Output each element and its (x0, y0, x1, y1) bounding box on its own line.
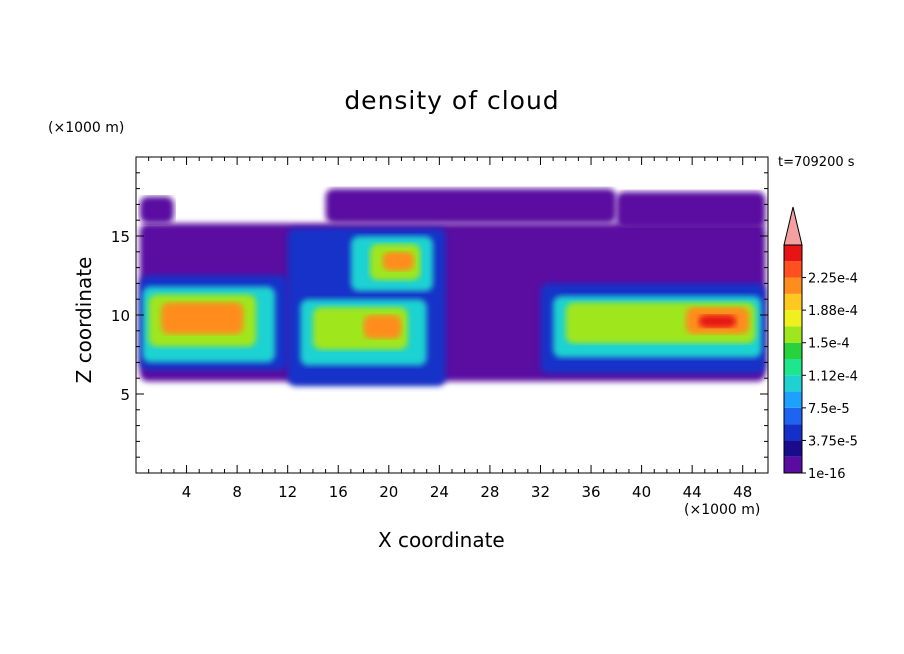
colorbar-segment (784, 261, 802, 278)
y-tick-label: 5 (120, 386, 130, 404)
x-tick-label: 36 (581, 483, 600, 501)
colorbar-segment (784, 326, 802, 343)
density-region-1 (139, 196, 174, 224)
density-region-16 (363, 315, 402, 339)
colorbar-segment (784, 293, 802, 311)
timestamp-label: t=709200 s (778, 155, 855, 170)
colorbar: 2.25e-4 1.88e-4 1.5e-4 1.12e-4 7.5e-5 3.75e-5… (783, 206, 858, 482)
x-tick-label: 48 (733, 483, 752, 501)
x-tick-label: 32 (531, 483, 550, 501)
y-tick-label: 15 (111, 228, 130, 246)
colorbar-segment (784, 391, 802, 408)
colorbar-segment (784, 440, 802, 457)
colorbar-segment (784, 407, 802, 425)
density-field (139, 188, 766, 387)
y-unit-label: (×1000 m) (48, 120, 125, 136)
colorbar-extend-triangle (783, 206, 803, 246)
colorbar-segment (784, 424, 802, 441)
x-tick-label: 44 (683, 483, 702, 501)
x-tick-label: 8 (232, 483, 242, 501)
colorbar-label: 7.5e-5 (808, 402, 850, 417)
chart-title: density of cloud (344, 86, 560, 115)
x-tick-label: 16 (329, 483, 348, 501)
colorbar-label: 1.88e-4 (808, 304, 858, 319)
y-tick-label: 10 (111, 307, 130, 325)
colorbar-label: 3.75e-5 (808, 434, 858, 449)
x-unit-label: (×1000 m) (684, 502, 761, 518)
colorbar-segment (784, 277, 802, 294)
colorbar-segment (784, 310, 802, 327)
colorbar-label: 1e-16 (808, 467, 846, 482)
density-region-15 (161, 302, 244, 334)
colorbar-segment (784, 245, 802, 262)
x-tick-label: 12 (278, 483, 297, 501)
density-region-2 (325, 188, 617, 224)
colorbar-segment (784, 359, 802, 376)
x-tick-label: 28 (480, 483, 499, 501)
colorbar-segment (784, 342, 802, 359)
colorbar-segment (784, 456, 802, 473)
x-axis-label: X coordinate (378, 528, 505, 552)
density-region-3 (616, 191, 766, 229)
colorbar-segment (784, 375, 802, 392)
x-tick-label: 24 (430, 483, 449, 501)
x-tick-label: 4 (182, 483, 192, 501)
density-region-19 (698, 315, 737, 328)
colorbar-label: 2.25e-4 (808, 272, 858, 287)
colorbar-label: 1.12e-4 (808, 369, 858, 384)
x-tick-label: 20 (379, 483, 398, 501)
colorbar-label: 1.5e-4 (808, 337, 850, 352)
x-tick-label: 40 (632, 483, 651, 501)
colorbar-frame (783, 244, 803, 474)
density-region-17 (382, 251, 415, 271)
